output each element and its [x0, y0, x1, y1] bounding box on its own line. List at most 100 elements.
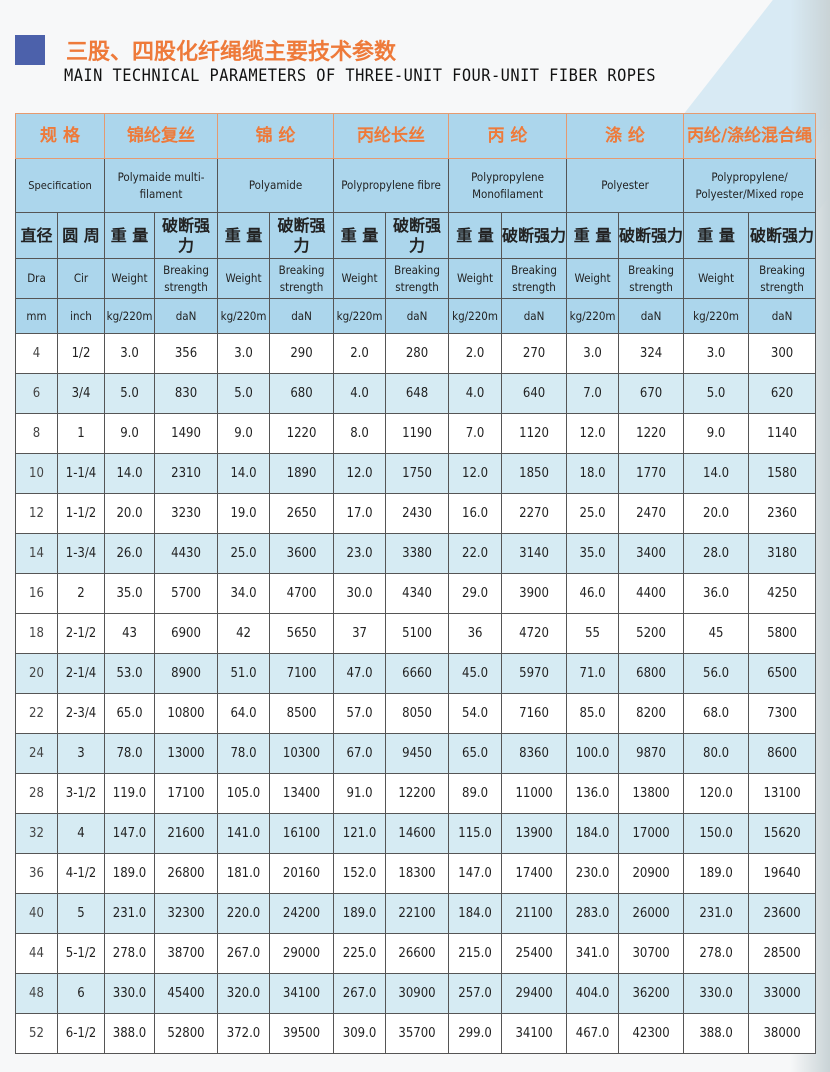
table-row: 32 4 147.0 21600 141.0 16100 121.0 14600 115.0 13… — [15, 813, 817, 854]
weight-cell: 45.0 — [448, 653, 503, 694]
breaking-strength-cell: 2360 — [748, 493, 817, 534]
weight-cell: 184.0 — [566, 813, 620, 854]
breaking-strength-cell: 5800 — [748, 613, 817, 654]
weight-cell: 65.0 — [104, 693, 156, 734]
weight-cell: 220.0 — [217, 893, 271, 934]
header-row-units: mm inch kg/220m daN kg/220m daN kg/220m daN kg… — [15, 298, 817, 334]
breaking-strength-cell: 1120 — [501, 413, 568, 454]
breaking-strength-cell: 26800 — [154, 853, 219, 894]
weight-cell: 89.0 — [448, 773, 503, 814]
weight-cell: 14.0 — [683, 453, 750, 494]
weight-cell: 22.0 — [448, 533, 503, 574]
breaking-strength-cell: 3180 — [748, 533, 817, 574]
breaking-strength-cell: 7300 — [748, 693, 817, 734]
weight-cell: 2.0 — [448, 333, 503, 374]
breaking-strength-cell: 1140 — [748, 413, 817, 454]
weight-cell: 3.0 — [566, 333, 620, 374]
weight-cell: 9.0 — [683, 413, 750, 454]
table-row: 4 1/2 3.0 356 3.0 290 2.0 280 2.0 270 3.0 324 3.0 300 — [15, 333, 817, 374]
breaking-strength-cell: 4340 — [385, 573, 450, 614]
weight-cell: 7.0 — [448, 413, 503, 454]
breaking-strength-cell: 16100 — [269, 813, 335, 854]
breaking-strength-cell: 620 — [748, 373, 817, 414]
circumference-unit: inch — [56, 298, 106, 334]
weight-cell: 189.0 — [683, 853, 750, 894]
diameter-cell: 6 — [15, 373, 58, 414]
weight-cell: 14.0 — [217, 453, 271, 494]
weight-cell: 46.0 — [566, 573, 620, 614]
circumference-cell: 3/4 — [56, 373, 106, 414]
breaking-unit: daN — [154, 298, 219, 334]
weight-cell: 3.0 — [217, 333, 271, 374]
diameter-cell: 32 — [15, 813, 58, 854]
weight-header-en: Weight — [448, 258, 503, 299]
breaking-unit: daN — [385, 298, 450, 334]
weight-cell: 152.0 — [333, 853, 387, 894]
weight-cell: 4.0 — [448, 373, 503, 414]
weight-cell: 43 — [104, 613, 156, 654]
breaking-strength-cell: 13800 — [618, 773, 685, 814]
material-header-en: Polymaide multi-filament — [104, 158, 219, 213]
weight-cell: 147.0 — [448, 853, 503, 894]
weight-cell: 141.0 — [217, 813, 271, 854]
breaking-header-cn: 破断强力 — [154, 212, 219, 259]
diameter-cell: 10 — [15, 453, 58, 494]
weight-cell: 278.0 — [683, 933, 750, 974]
table-row: 12 1-1/2 20.0 3230 19.0 2650 17.0 2430 16.0 2270 2… — [15, 493, 817, 534]
weight-cell: 230.0 — [566, 853, 620, 894]
table-row: 36 4-1/2 189.0 26800 181.0 20160 152.0 18300 147… — [15, 853, 817, 894]
weight-cell: 309.0 — [333, 1013, 387, 1054]
breaking-strength-cell: 34100 — [501, 1013, 568, 1054]
weight-cell: 85.0 — [566, 693, 620, 734]
weight-cell: 54.0 — [448, 693, 503, 734]
breaking-strength-cell: 3900 — [501, 573, 568, 614]
weight-cell: 388.0 — [104, 1013, 156, 1054]
breaking-strength-cell: 280 — [385, 333, 450, 374]
breaking-strength-cell: 8360 — [501, 733, 568, 774]
circumference-header-en: Cir — [56, 258, 106, 299]
breaking-strength-cell: 6800 — [618, 653, 685, 694]
circumference-cell: 2-1/2 — [56, 613, 106, 654]
circumference-cell: 1-3/4 — [56, 533, 106, 574]
breaking-strength-cell: 35700 — [385, 1013, 450, 1054]
diameter-cell: 14 — [15, 533, 58, 574]
material-header-cn: 丙 纶 — [448, 113, 568, 159]
breaking-header-en: Breaking strength — [501, 258, 568, 299]
diameter-cell: 28 — [15, 773, 58, 814]
weight-cell: 65.0 — [448, 733, 503, 774]
breaking-strength-cell: 14600 — [385, 813, 450, 854]
diameter-cell: 22 — [15, 693, 58, 734]
weight-cell: 56.0 — [683, 653, 750, 694]
weight-cell: 12.0 — [333, 453, 387, 494]
weight-header-en: Weight — [217, 258, 271, 299]
header-row-quantity-cn: 直径 圆 周 重 量破断强力重 量破断强力重 量破断强力重 量破断强力重 量破断… — [15, 212, 817, 259]
diameter-unit: mm — [15, 298, 58, 334]
breaking-strength-cell: 3140 — [501, 533, 568, 574]
weight-cell: 16.0 — [448, 493, 503, 534]
breaking-strength-cell: 10300 — [269, 733, 335, 774]
breaking-strength-cell: 26000 — [618, 893, 685, 934]
weight-cell: 189.0 — [104, 853, 156, 894]
circumference-cell: 3-1/2 — [56, 773, 106, 814]
breaking-strength-cell: 17100 — [154, 773, 219, 814]
weight-cell: 23.0 — [333, 533, 387, 574]
weight-header-cn: 重 量 — [448, 212, 503, 259]
weight-cell: 20.0 — [104, 493, 156, 534]
breaking-strength-cell: 5650 — [269, 613, 335, 654]
table-row: 48 6 330.0 45400 320.0 34100 267.0 30900 257.0 29… — [15, 973, 817, 1014]
weight-cell: 225.0 — [333, 933, 387, 974]
breaking-strength-cell: 11000 — [501, 773, 568, 814]
weight-cell: 404.0 — [566, 973, 620, 1014]
table-row: 14 1-3/4 26.0 4430 25.0 3600 23.0 3380 22.0 3140 3… — [15, 533, 817, 574]
weight-cell: 67.0 — [333, 733, 387, 774]
weight-cell: 341.0 — [566, 933, 620, 974]
circumference-cell: 4-1/2 — [56, 853, 106, 894]
breaking-strength-cell: 9450 — [385, 733, 450, 774]
breaking-strength-cell: 4700 — [269, 573, 335, 614]
breaking-strength-cell: 29000 — [269, 933, 335, 974]
circumference-cell: 1/2 — [56, 333, 106, 374]
spec-header-en: Specification — [14, 158, 106, 213]
diameter-cell: 18 — [15, 613, 58, 654]
weight-cell: 25.0 — [566, 493, 620, 534]
breaking-strength-cell: 22100 — [385, 893, 450, 934]
